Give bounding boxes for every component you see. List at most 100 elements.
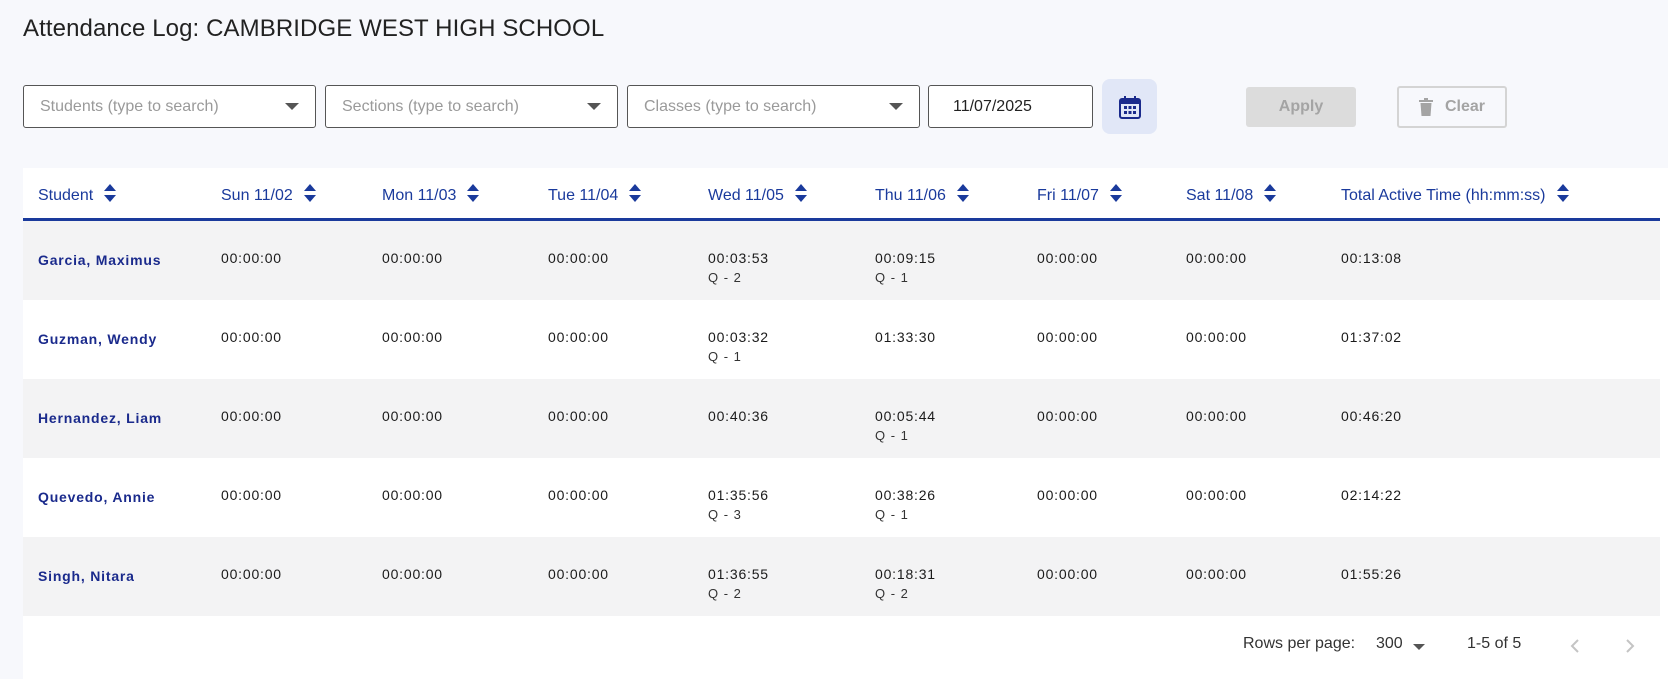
pagination-range: 1-5 of 5 [1467, 635, 1522, 652]
clear-button[interactable]: Clear [1397, 86, 1507, 128]
column-header-label: Tue 11/04 [548, 186, 619, 204]
trash-icon [1418, 98, 1433, 116]
day-time-cell: 00:00:00 [1186, 564, 1247, 584]
quiz-count: Q - 1 [875, 428, 909, 443]
day-time-cell: 00:00:00 [1037, 248, 1098, 268]
chevron-down-icon[interactable] [587, 103, 601, 110]
day-time-cell: 00:00:00 [1186, 485, 1247, 505]
sort-icon[interactable] [303, 183, 317, 208]
active-time: 00:00:00 [548, 250, 609, 266]
active-time: 00:00:00 [1037, 250, 1098, 266]
students-filter-placeholder: Students (type to search) [40, 97, 219, 115]
column-header[interactable]: Sun 11/02 [221, 183, 317, 208]
active-time: 00:00:00 [1037, 408, 1098, 424]
active-time: 00:03:32 [708, 329, 769, 345]
day-time-cell: 00:18:31 Q - 2 [875, 564, 936, 604]
quiz-count: Q - 2 [875, 586, 909, 601]
active-time: 00:18:31 [875, 566, 936, 582]
active-time: 00:00:00 [1037, 487, 1098, 503]
previous-page-button[interactable] [1565, 636, 1585, 656]
total-active-time: 01:37:02 [1341, 329, 1402, 345]
active-time: 00:00:00 [382, 487, 443, 503]
day-time-cell: 00:00:00 [382, 564, 443, 584]
chevron-down-icon[interactable] [1413, 644, 1425, 650]
column-header-label: Mon 11/03 [382, 186, 457, 204]
column-header[interactable]: Wed 11/05 [708, 183, 808, 208]
day-time-cell: 00:00:00 [1186, 406, 1247, 426]
active-time: 01:35:56 [708, 487, 769, 503]
rows-per-page-label: Rows per page: [1243, 635, 1356, 652]
column-header[interactable]: Sat 11/08 [1186, 183, 1277, 208]
sort-icon[interactable] [466, 183, 480, 208]
column-header-label: Thu 11/06 [875, 186, 946, 204]
sections-filter-select[interactable]: Sections (type to search) [325, 85, 618, 128]
date-input[interactable]: 11/07/2025 [928, 85, 1093, 128]
sort-icon[interactable] [1263, 183, 1277, 208]
apply-button[interactable]: Apply [1246, 87, 1356, 127]
day-time-cell: 00:00:00 [1186, 327, 1247, 347]
column-header[interactable]: Thu 11/06 [875, 183, 970, 208]
column-header-label: Wed 11/05 [708, 186, 784, 204]
active-time: 00:00:00 [221, 329, 282, 345]
classes-filter-select[interactable]: Classes (type to search) [627, 85, 920, 128]
rows-per-page-select[interactable]: 300 [1376, 635, 1403, 652]
active-time: 01:33:30 [875, 329, 936, 345]
day-time-cell: 00:00:00 [548, 327, 609, 347]
active-time: 00:00:00 [1186, 329, 1247, 345]
student-name[interactable]: Guzman, Wendy [38, 331, 158, 347]
day-time-cell: 00:09:15 Q - 1 [875, 248, 936, 288]
table-row: Singh, Nitara 00:00:00 00:00:00 00:00:00 01:… [23, 537, 1660, 616]
student-name[interactable]: Singh, Nitara [38, 568, 135, 584]
calendar-button[interactable] [1102, 79, 1157, 134]
column-header[interactable]: Total Active Time (hh:mm:ss) [1341, 183, 1570, 208]
column-header[interactable]: Mon 11/03 [382, 183, 480, 208]
column-header[interactable]: Fri 11/07 [1037, 183, 1123, 208]
student-name[interactable]: Quevedo, Annie [38, 489, 156, 505]
sort-icon[interactable] [103, 183, 117, 208]
clear-button-label: Clear [1444, 98, 1486, 115]
sort-icon[interactable] [628, 183, 642, 208]
column-header-label: Fri 11/07 [1037, 186, 1099, 204]
student-name[interactable]: Hernandez, Liam [38, 410, 163, 426]
sort-icon[interactable] [794, 183, 808, 208]
day-time-cell: 00:00:00 [1037, 564, 1098, 584]
sort-icon[interactable] [1109, 183, 1123, 208]
active-time: 00:00:00 [382, 329, 443, 345]
active-time: 00:00:00 [548, 329, 609, 345]
sort-icon[interactable] [956, 183, 970, 208]
student-name[interactable]: Garcia, Maximus [38, 252, 162, 268]
active-time: 00:00:00 [548, 408, 609, 424]
classes-filter-placeholder: Classes (type to search) [644, 97, 817, 115]
active-time: 00:09:15 [875, 250, 936, 266]
day-time-cell: 00:00:00 [1037, 485, 1098, 505]
day-time-cell: 00:00:00 [548, 248, 609, 268]
active-time: 00:00:00 [1186, 487, 1247, 503]
quiz-count: Q - 2 [708, 270, 742, 285]
active-time: 00:00:00 [1037, 566, 1098, 582]
day-time-cell: 00:38:26 Q - 1 [875, 485, 936, 525]
column-header[interactable]: Student [38, 183, 117, 208]
active-time: 00:00:00 [382, 408, 443, 424]
column-header-label: Total Active Time (hh:mm:ss) [1341, 186, 1546, 204]
chevron-down-icon[interactable] [285, 103, 299, 110]
chevron-right-icon [1626, 639, 1635, 653]
next-page-button[interactable] [1620, 636, 1640, 656]
table-row: Hernandez, Liam 00:00:00 00:00:00 00:00:00 0… [23, 379, 1660, 458]
quiz-count: Q - 3 [708, 507, 742, 522]
sort-icon[interactable] [1556, 183, 1570, 208]
active-time: 00:00:00 [1186, 408, 1247, 424]
day-time-cell: 00:05:44 Q - 1 [875, 406, 936, 446]
day-time-cell: 01:36:55 Q - 2 [708, 564, 769, 604]
students-filter-select[interactable]: Students (type to search) [23, 85, 316, 128]
total-active-time: 00:13:08 [1341, 250, 1402, 266]
day-time-cell: 00:00:00 [221, 327, 282, 347]
table-row: Garcia, Maximus 00:00:00 00:00:00 00:00:00 0… [23, 221, 1660, 300]
column-header[interactable]: Tue 11/04 [548, 183, 642, 208]
active-time: 00:00:00 [1186, 250, 1247, 266]
active-time: 00:00:00 [221, 566, 282, 582]
chevron-down-icon[interactable] [889, 103, 903, 110]
day-time-cell: 00:00:00 [1037, 327, 1098, 347]
active-time: 00:40:36 [708, 408, 769, 424]
active-time: 00:38:26 [875, 487, 936, 503]
day-time-cell: 00:00:00 [1186, 248, 1247, 268]
